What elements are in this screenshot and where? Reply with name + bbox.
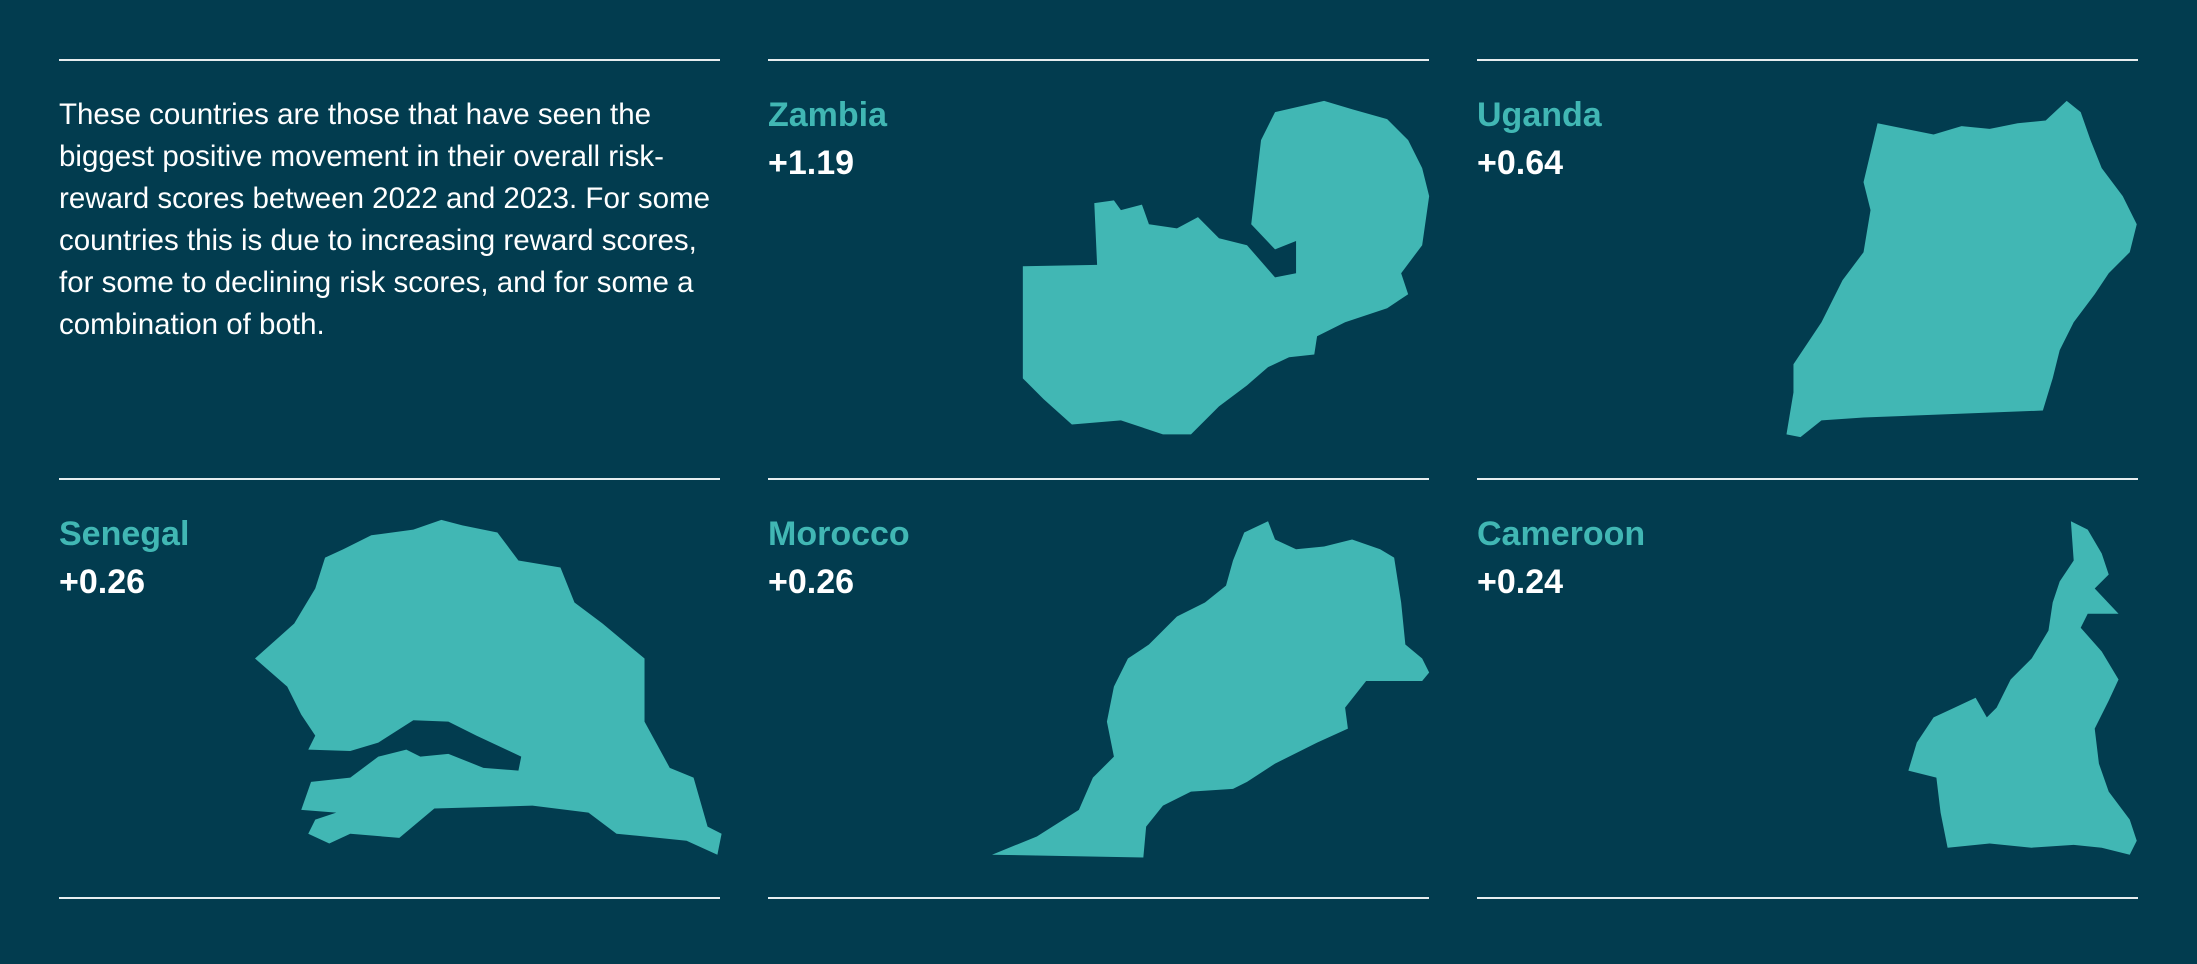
country-score: +0.24 bbox=[1477, 563, 1564, 601]
intro-text: These countries are those that have seen… bbox=[59, 98, 711, 341]
country-score: +0.26 bbox=[59, 563, 146, 601]
divider bbox=[1477, 59, 2138, 61]
divider bbox=[59, 59, 720, 61]
country-name: Cameroon bbox=[1477, 515, 1646, 553]
divider bbox=[768, 897, 1429, 899]
country-name: Uganda bbox=[1477, 96, 1602, 134]
country-name: Morocco bbox=[768, 515, 910, 553]
zambia-shape bbox=[1022, 100, 1430, 435]
divider bbox=[768, 478, 1429, 480]
divider bbox=[1477, 897, 2138, 899]
senegal-shape bbox=[255, 519, 722, 855]
uganda-shape bbox=[1786, 100, 2137, 438]
country-score: +0.64 bbox=[1477, 144, 1564, 182]
country-score: +0.26 bbox=[768, 563, 855, 601]
divider bbox=[59, 897, 720, 899]
divider bbox=[1477, 478, 2138, 480]
morocco-shape bbox=[992, 521, 1430, 858]
country-name: Zambia bbox=[768, 96, 888, 134]
country-score: +1.19 bbox=[768, 144, 855, 182]
divider bbox=[59, 478, 720, 480]
country-name: Senegal bbox=[59, 515, 190, 553]
divider bbox=[768, 59, 1429, 61]
cameroon-shape bbox=[1908, 521, 2137, 855]
